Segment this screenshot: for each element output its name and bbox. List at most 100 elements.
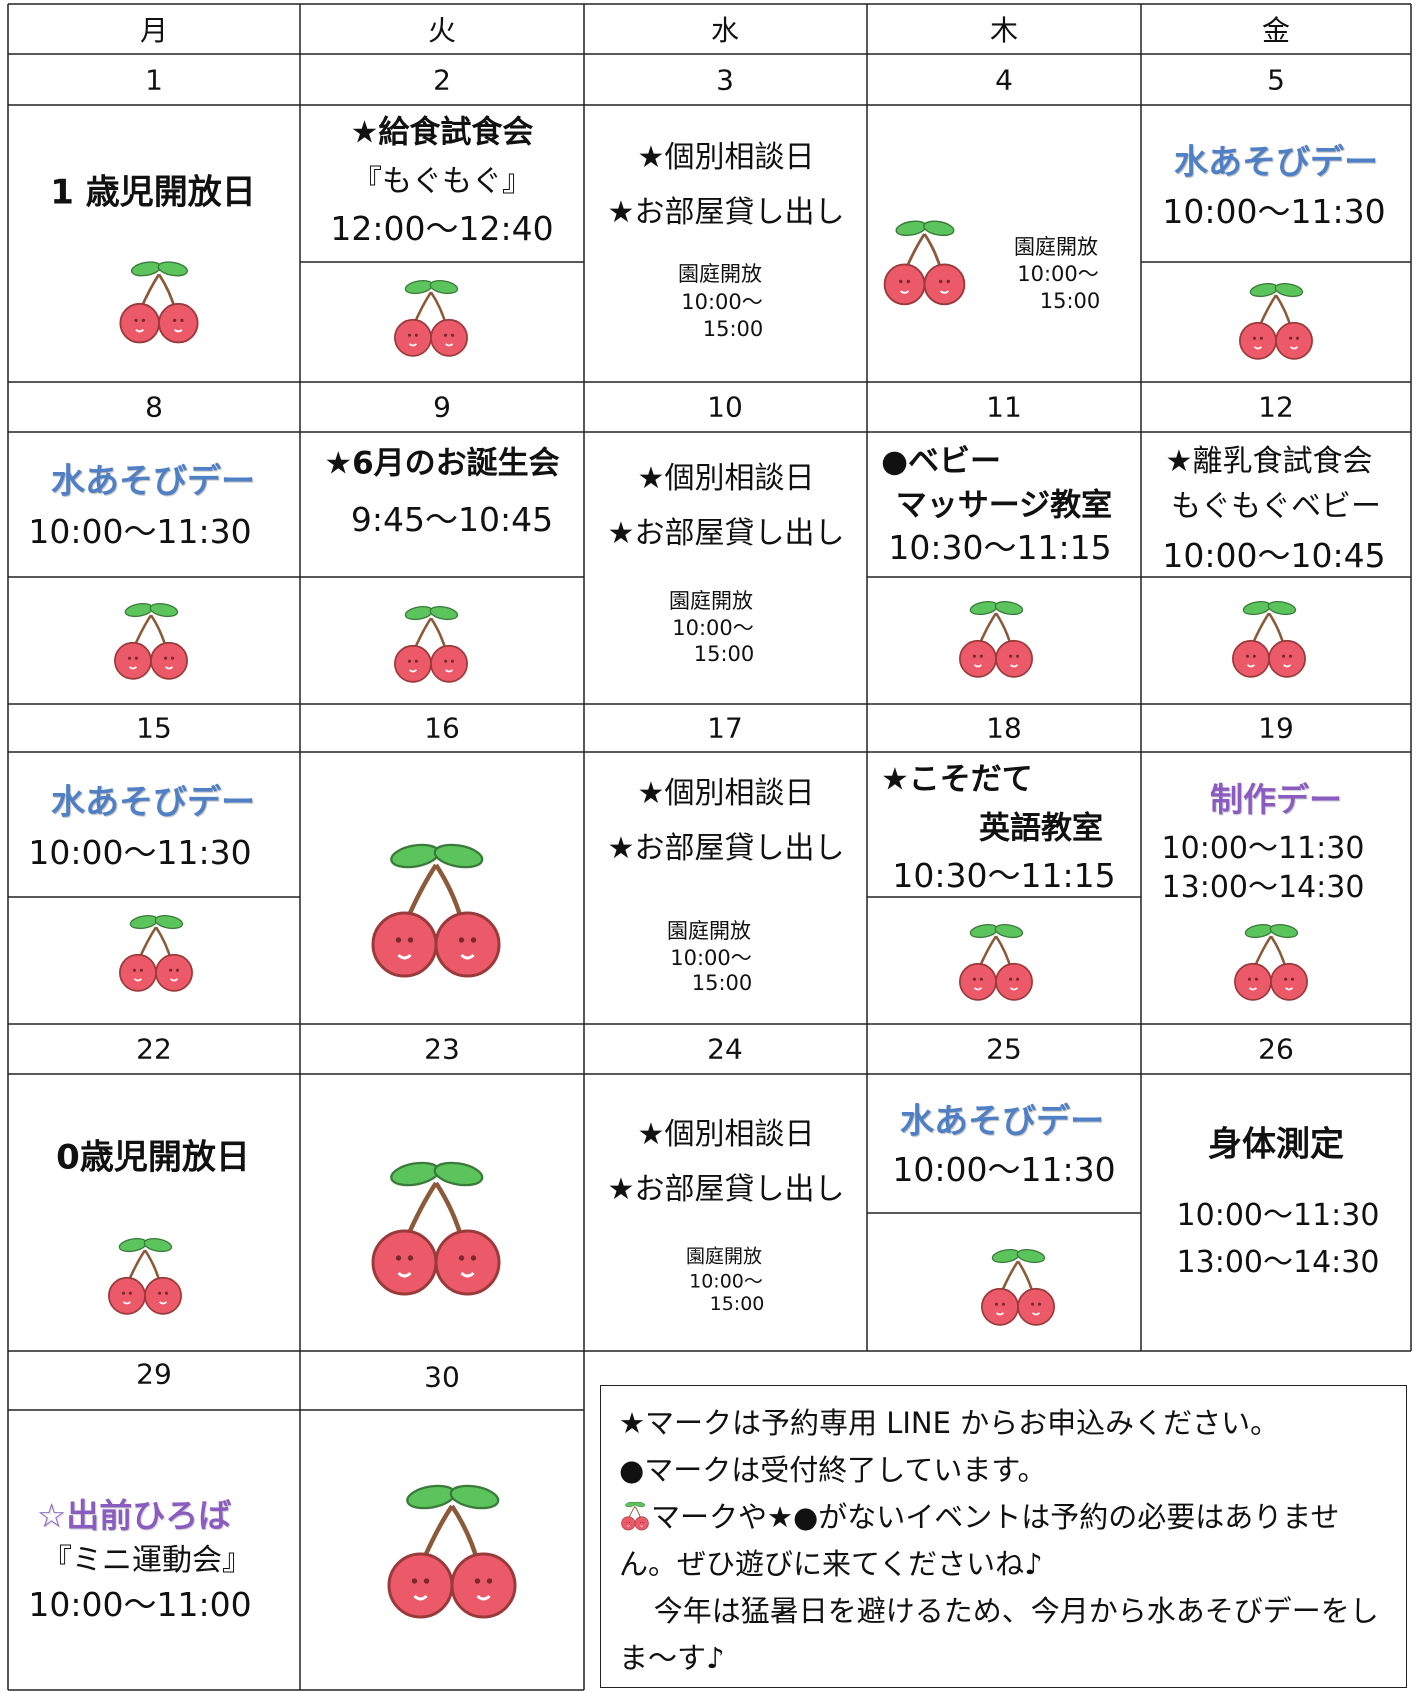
event-text: 水あそびデー [51, 782, 255, 823]
cherry-icon [958, 921, 1034, 1002]
cherry-icon [118, 258, 200, 344]
day-number: 1 [145, 63, 163, 97]
event-text: ★個別相談日 [637, 1117, 815, 1152]
weekday-header: 月 [139, 14, 169, 47]
event-text: 『ミニ運動会』 [42, 1543, 252, 1578]
day-number: 12 [1258, 390, 1294, 424]
cherry-icon [1231, 598, 1307, 679]
cherry-icon [1238, 280, 1314, 361]
cherry-icon [1233, 921, 1309, 1002]
event-text: 15:00 [691, 971, 753, 995]
event-text: 10:00～ [672, 616, 754, 640]
event-text: 園庭開放 [667, 919, 751, 943]
event-text: 10:00～11:30 [1162, 192, 1386, 231]
cherry-icon [373, 1159, 499, 1294]
event-text: ★離乳食試食会 [1165, 444, 1373, 479]
cherry-icon [980, 1246, 1056, 1327]
event-text: ★お部屋貸し出し [607, 516, 845, 551]
event-text: 『もぐもぐ』 [352, 164, 532, 199]
event-text: 13:00～14:30 [1161, 870, 1365, 905]
event-text: 0歳児開放日 [56, 1137, 250, 1178]
event-text: ★お部屋貸し出し [607, 1172, 845, 1207]
day-number: 10 [707, 390, 743, 424]
event-text: 10:00～10:45 [1162, 536, 1386, 575]
event-text: 10:00～ [689, 1270, 763, 1293]
cherry-icon [621, 1500, 649, 1531]
event-text: 園庭開放 [685, 1245, 763, 1268]
event-text: 10:30～11:15 [892, 856, 1116, 895]
event-text: 10:00～11:30 [28, 833, 252, 872]
weekday-header: 木 [989, 14, 1019, 47]
cherry-icon [373, 841, 499, 976]
event-text: 10:00～ [681, 290, 763, 314]
day-number: 5 [1267, 63, 1285, 97]
cherry-icon [393, 277, 469, 358]
cherry-icon [113, 600, 189, 681]
day-number: 8 [145, 390, 163, 424]
day-number: 16 [424, 711, 460, 745]
event-text: 身体測定 [1208, 1124, 1344, 1165]
event-text: 園庭開放 [669, 589, 753, 613]
day-number: 3 [716, 63, 734, 97]
event-text: 水あそびデー [51, 461, 255, 502]
event-text: ☆出前ひろば [36, 1496, 232, 1535]
event-text: 英語教室 [979, 810, 1103, 847]
event-text: 10:00～11:30 [28, 512, 252, 551]
event-text: 10:00～ [1017, 262, 1099, 286]
event-text: 15:00 [1039, 289, 1101, 313]
event-text: 園庭開放 [1014, 235, 1098, 259]
event-text: 12:00～12:40 [330, 209, 554, 248]
event-text: ★こそだて [881, 761, 1033, 798]
event-text: 10:00～11:30 [1176, 1198, 1380, 1233]
day-number: 9 [433, 390, 451, 424]
event-text: 15:00 [693, 642, 755, 666]
event-text: ★6月のお誕生会 [324, 445, 560, 482]
event-text: ★個別相談日 [637, 461, 815, 496]
event-text: もぐもぐベビー [1171, 489, 1381, 524]
event-text: ★個別相談日 [637, 140, 815, 175]
event-text: 1 歳児開放日 [50, 172, 256, 213]
day-number: 24 [707, 1032, 743, 1066]
weekday-header: 水 [710, 14, 740, 47]
note: ★マークは予約専用 LINE からお申込みください。 [619, 1406, 1280, 1440]
event-text: ●ベビー [881, 443, 1002, 480]
note-with-icon: マークや★●がないイベントは予約の必要はありません。ぜひ遊びに来てくださいね♪ [619, 1494, 1388, 1588]
event-text: 水あそびデー [900, 1101, 1104, 1142]
event-text: 9:45～10:45 [350, 500, 554, 539]
day-number: 18 [986, 711, 1022, 745]
day-number: 17 [707, 711, 743, 745]
note: 今年は猛暑日を避けるため、今月から水あそびデーをしま～す♪ [619, 1594, 1379, 1675]
day-number: 23 [424, 1032, 460, 1066]
event-text: 10:00～11:00 [28, 1585, 252, 1624]
cherry-icon [393, 603, 469, 684]
weekday-header: 金 [1261, 14, 1291, 47]
cherry-icon [107, 1235, 183, 1316]
cherry-icon [389, 1482, 515, 1617]
day-number: 11 [986, 390, 1022, 424]
event-text: ★個別相談日 [637, 776, 815, 811]
event-text: 制作デー [1210, 780, 1342, 819]
day-number: 26 [1258, 1032, 1294, 1066]
day-number: 19 [1258, 711, 1294, 745]
event-text: 水あそびデー [1174, 142, 1378, 183]
note: ●マークは受付終了しています。 [619, 1453, 1047, 1487]
event-text: 10:00～11:30 [1161, 831, 1365, 866]
notes-box: ★マークは予約専用 LINE からお申込みください。 ●マークは受付終了していま… [600, 1385, 1407, 1688]
note: マークや★●がないイベントは予約の必要はありません。ぜひ遊びに来てくださいね♪ [619, 1500, 1340, 1581]
event-text: 15:00 [702, 317, 764, 341]
event-text: 10:30～11:15 [888, 528, 1112, 567]
cherry-icon [118, 912, 194, 993]
event-text: 13:00～14:30 [1176, 1245, 1380, 1280]
event-text: 15:00 [709, 1293, 765, 1315]
day-number: 2 [433, 63, 451, 97]
cherry-icon [883, 217, 966, 306]
day-number: 22 [136, 1032, 172, 1066]
cherry-icon [958, 598, 1034, 679]
event-text: マッサージ教室 [895, 487, 1113, 524]
event-text: ★給食試食会 [350, 114, 534, 151]
day-number: 4 [995, 63, 1013, 97]
event-text: ★お部屋貸し出し [607, 195, 845, 230]
event-text: ★お部屋貸し出し [607, 831, 845, 866]
